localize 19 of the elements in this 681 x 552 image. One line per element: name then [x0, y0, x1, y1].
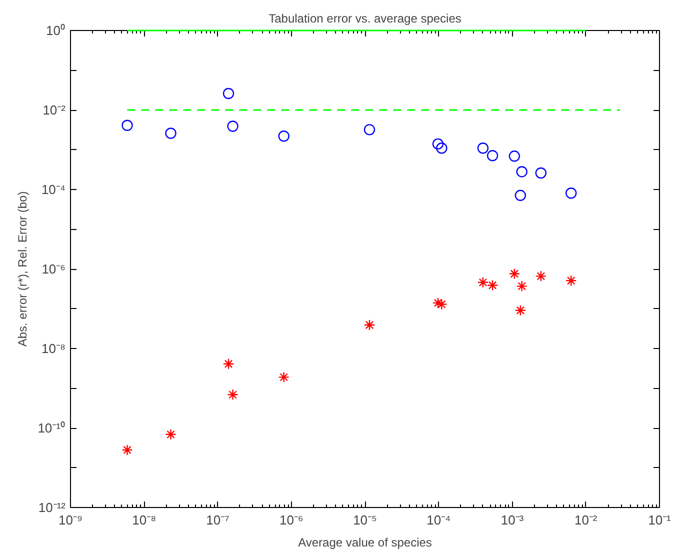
x-axis-title: Average value of species [298, 536, 432, 550]
chart-title: Tabulation error vs. average species [268, 12, 462, 26]
x-tick-label: 10⁻⁵ [353, 512, 377, 528]
y-tick-label: 10⁻² [42, 102, 66, 118]
y-axis-title: Abs. error (r*), Rel. Error (bo) [16, 191, 30, 347]
y-tick-label: 10⁻⁴ [41, 182, 66, 197]
x-tick-label: 10⁻³ [500, 512, 524, 528]
y-tick-label: 10⁰ [46, 23, 66, 38]
x-tick-label: 10⁻⁸ [132, 512, 156, 528]
x-tick-label: 10⁻⁴ [426, 512, 451, 528]
y-tick-label: 10⁻⁶ [42, 262, 66, 276]
x-tick-label: 10⁻¹ [648, 512, 672, 528]
y-tick-label: 10⁻⁸ [42, 341, 66, 356]
x-tick-label: 10⁻⁷ [206, 512, 230, 528]
x-tick-label: 10⁻⁶ [279, 512, 304, 528]
y-tick-label: 10⁻¹² [38, 500, 66, 515]
y-tick-label: 10⁻¹⁰ [38, 420, 66, 436]
x-tick-label: 10⁻⁹ [58, 512, 83, 528]
x-tick-label: 10⁻² [574, 512, 598, 528]
